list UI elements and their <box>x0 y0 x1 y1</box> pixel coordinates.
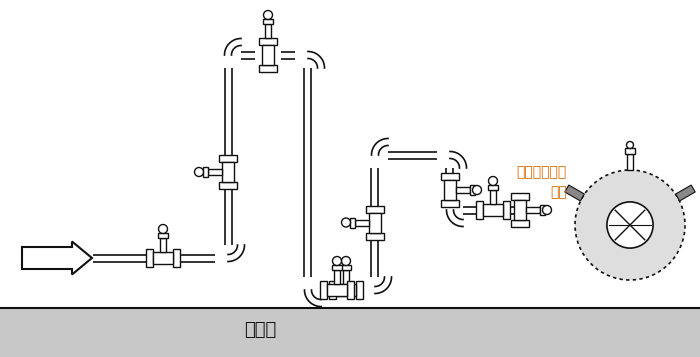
Bar <box>219 155 237 162</box>
Circle shape <box>332 256 342 266</box>
Bar <box>259 65 277 72</box>
Bar <box>259 38 277 45</box>
Bar <box>490 190 496 204</box>
Bar <box>627 154 633 170</box>
Bar <box>444 180 456 200</box>
Bar <box>341 265 351 270</box>
Circle shape <box>489 176 498 186</box>
Bar <box>347 281 354 299</box>
Polygon shape <box>676 185 695 201</box>
Circle shape <box>158 225 167 233</box>
Bar <box>334 270 340 284</box>
Circle shape <box>607 202 653 248</box>
Bar <box>265 24 271 38</box>
Circle shape <box>195 167 204 176</box>
Bar <box>327 284 347 296</box>
Bar <box>366 232 384 240</box>
Bar <box>350 217 355 227</box>
Bar <box>441 173 459 180</box>
Bar <box>511 220 529 227</box>
Bar <box>441 200 459 207</box>
Circle shape <box>575 170 685 280</box>
Bar <box>329 281 336 299</box>
Bar <box>366 206 384 212</box>
Bar <box>514 200 526 220</box>
Bar <box>470 185 475 195</box>
Bar <box>476 201 483 219</box>
Bar <box>153 252 173 264</box>
Bar <box>320 281 327 299</box>
Bar <box>160 238 166 252</box>
Circle shape <box>263 10 272 20</box>
Circle shape <box>342 256 351 266</box>
Bar <box>526 207 540 213</box>
Bar <box>343 270 349 284</box>
Bar <box>158 233 168 238</box>
Bar <box>262 45 274 65</box>
Bar <box>173 249 180 267</box>
Bar <box>203 167 208 177</box>
Circle shape <box>626 141 634 149</box>
Bar <box>456 187 470 193</box>
Circle shape <box>473 186 482 195</box>
Bar <box>355 220 369 226</box>
Bar <box>503 201 510 219</box>
Bar <box>146 249 153 267</box>
FancyArrow shape <box>22 241 92 275</box>
Bar <box>336 284 356 296</box>
Bar <box>511 193 529 200</box>
Bar <box>625 148 635 154</box>
Bar <box>219 182 237 189</box>
Bar <box>483 204 503 216</box>
Bar <box>488 185 498 190</box>
Circle shape <box>542 206 552 215</box>
Text: 水平面: 水平面 <box>244 321 276 339</box>
Bar <box>222 162 234 182</box>
Bar <box>332 265 342 270</box>
Bar <box>263 19 273 24</box>
Text: 允许任意角度
安装: 允许任意角度 安装 <box>517 165 567 200</box>
Bar <box>356 281 363 299</box>
Bar <box>369 212 381 232</box>
Polygon shape <box>565 185 584 201</box>
Circle shape <box>342 218 351 227</box>
Bar <box>0 308 700 357</box>
Bar <box>208 169 222 175</box>
Bar <box>540 205 545 215</box>
